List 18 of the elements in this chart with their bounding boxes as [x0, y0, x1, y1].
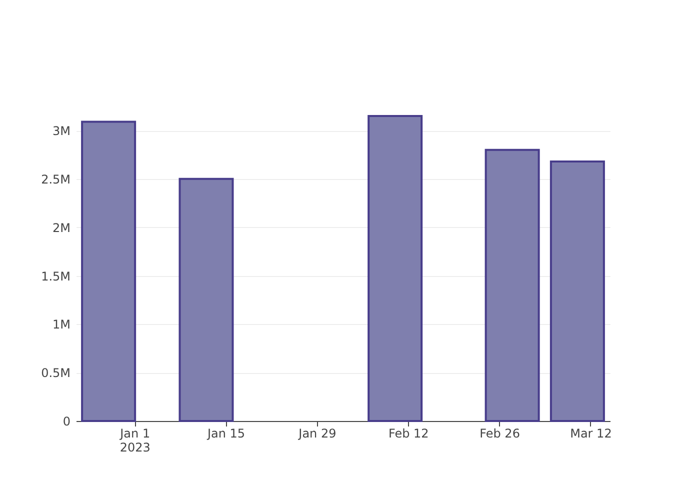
- x-tick-label: Feb 12: [388, 426, 429, 440]
- y-tick-label: 3M: [52, 124, 70, 138]
- y-tick-label: 1.5M: [41, 269, 70, 284]
- y-tick-label: 0: [62, 414, 70, 428]
- y-tick-label: 2.5M: [41, 172, 70, 186]
- y-tick-label: 1M: [52, 318, 70, 332]
- bar: [81, 120, 136, 422]
- y-tick-label: 0.5M: [41, 366, 70, 380]
- bar: [550, 160, 605, 422]
- x-tick-label: Mar 12: [570, 426, 612, 440]
- x-tick-label: Jan 15: [206, 426, 246, 440]
- bar: [178, 178, 234, 422]
- bar: [484, 148, 540, 422]
- x-tick-label: Jan 1 2023: [119, 426, 150, 454]
- y-tick-label: 2M: [52, 220, 70, 235]
- x-tick-label: Jan 29: [298, 426, 336, 440]
- x-tick-label: Feb 26: [480, 426, 520, 440]
- bar: [368, 115, 423, 422]
